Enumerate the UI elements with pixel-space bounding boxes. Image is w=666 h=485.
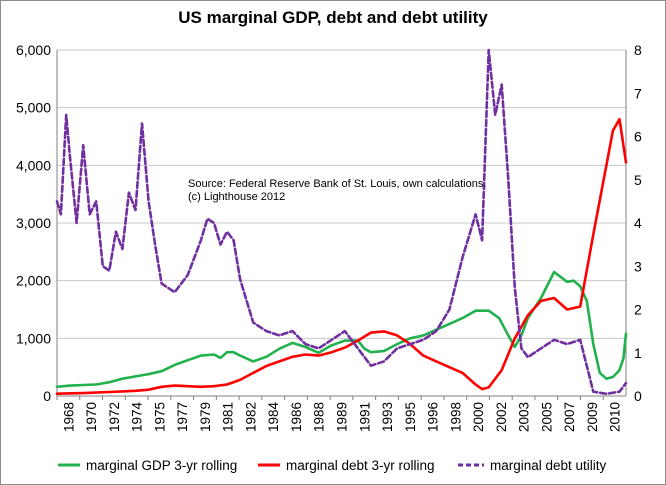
y-right-tick-label: 7 [634,85,642,101]
x-tick-label: 2002 [494,402,509,432]
y-left-tick-label: 0 [43,388,51,404]
x-tick-label: 1970 [84,402,99,432]
source-line: Source: Federal Reserve Bank of St. Loui… [188,178,487,190]
x-tick-label: 1988 [312,402,327,432]
series-line-debt [55,117,628,395]
legend-swatch-debt [258,463,280,467]
x-tick-label: 1974 [130,402,145,433]
y-left-tick-labels: 0 1,000 2,000 3,000 4,000 5,000 6,000 [16,42,51,404]
x-tick-label: 1975 [152,402,167,432]
y-right-tick-label: 2 [634,302,642,318]
series-line-gdp [55,270,628,389]
y-right-tick-label: 1 [634,345,642,361]
chart-title: US marginal GDP, debt and debt utility [178,8,488,27]
x-tick-label: 1998 [448,402,463,432]
x-tick-label: 2003 [517,402,532,432]
x-tick-label: 2000 [471,402,486,432]
y-right-tick-label: 4 [634,215,642,231]
x-tick-label: 1993 [380,402,395,432]
legend: marginal GDP 3-yr rolling marginal debt … [0,455,666,475]
copyright-line: (c) Lighthouse 2012 [188,191,286,203]
x-tick-label: 1989 [335,402,350,432]
y-right-tick-label: 8 [634,42,642,58]
y-right-tick-labels: 0 1 2 3 4 5 6 7 8 [634,42,642,404]
x-tick-label: 1986 [289,402,304,432]
x-tick-label: 1995 [403,402,418,432]
x-tick-label: 2005 [539,402,554,432]
x-tick-label: 1968 [61,402,76,432]
y-left-tick-label: 6,000 [16,42,51,58]
x-tick-label: 1982 [243,402,258,432]
y-right-tick-label: 0 [634,388,642,404]
y-right-tick-label: 3 [634,258,642,274]
legend-item-debt: marginal debt 3-yr rolling [258,455,435,475]
source-annotation: Source: Federal Reserve Bank of St. Loui… [188,178,486,204]
y-left-tick-label: 2,000 [16,273,51,289]
y-right-tick-label: 5 [634,172,642,188]
legend-label-gdp: marginal GDP 3-yr rolling [86,457,238,473]
legend-label-debt: marginal debt 3-yr rolling [286,457,435,473]
x-tick-label: 1991 [357,402,372,432]
y-right-tick-label: 6 [634,129,642,145]
x-tick-labels: 1968 1970 1972 1974 1975 1977 1979 1981 1982 1984… [61,402,622,433]
legend-swatch-utility [458,463,484,467]
y-left-tick-label: 1,000 [16,330,51,346]
x-tick-label: 1972 [107,402,122,432]
x-tick-label: 1984 [266,402,281,433]
gridlines [57,49,626,339]
x-tick-label: 2007 [562,402,577,432]
x-tick-label: 1981 [221,402,236,432]
legend-swatch-gdp [58,463,80,467]
y-left-tick-label: 4,000 [16,157,51,173]
legend-item-gdp: marginal GDP 3-yr rolling [58,455,237,475]
y-left-tick-label: 5,000 [16,100,51,116]
legend-label-utility: marginal debt utility [490,457,607,473]
series-lines [55,48,628,396]
y-left-tick-label: 3,000 [16,215,51,231]
x-tick-label: 2010 [608,402,623,432]
legend-item-utility: marginal debt utility [458,455,606,475]
x-tick-label: 1979 [198,402,213,432]
x-tick-label: 1977 [175,402,190,432]
series-line-utility [55,48,628,396]
x-tick-label: 1996 [426,402,441,432]
x-tick-label: 2009 [585,402,600,432]
